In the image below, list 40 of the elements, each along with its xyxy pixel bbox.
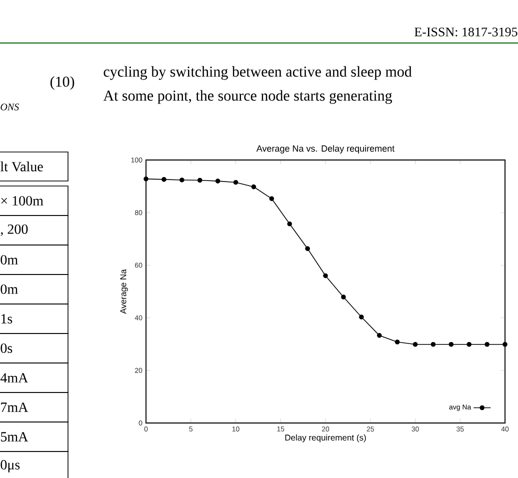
text: 0m bbox=[0, 284, 18, 294]
point bbox=[251, 184, 256, 190]
x-axis-title: Delay requirement (s) bbox=[285, 434, 366, 442]
text: cycling by switching between active and sleep mod bbox=[104, 66, 412, 80]
text: (10) bbox=[50, 76, 74, 90]
point bbox=[215, 178, 220, 184]
text: 1s bbox=[1, 314, 12, 324]
point bbox=[323, 273, 328, 278]
point bbox=[502, 342, 508, 347]
text: 0s bbox=[0, 343, 12, 353]
y-axis-title: Average Na bbox=[120, 269, 128, 314]
text: 0m bbox=[0, 255, 18, 265]
text: At some point, the source node starts generating bbox=[103, 90, 392, 104]
point bbox=[484, 342, 490, 347]
text: 7mA bbox=[1, 402, 28, 412]
point bbox=[180, 178, 184, 182]
point bbox=[162, 177, 166, 182]
text: 5mA bbox=[1, 432, 28, 442]
text: 0μs bbox=[0, 460, 20, 472]
point bbox=[287, 222, 292, 226]
point bbox=[305, 246, 310, 252]
point bbox=[144, 176, 148, 182]
point bbox=[448, 342, 454, 347]
text: 4mA bbox=[0, 373, 28, 382]
point bbox=[394, 340, 400, 344]
text: ONS bbox=[0, 104, 19, 110]
text: lt Value bbox=[0, 162, 43, 172]
point bbox=[430, 342, 436, 347]
point bbox=[412, 342, 418, 347]
point bbox=[233, 180, 238, 185]
text: × 100m bbox=[1, 196, 44, 206]
text: E-ISSN: 1817-3195 bbox=[414, 28, 518, 36]
point bbox=[466, 342, 472, 347]
text: , 200 bbox=[0, 224, 28, 236]
point bbox=[376, 333, 382, 338]
point bbox=[359, 314, 364, 320]
chart-title: Average Na vs. Delay requirement bbox=[256, 145, 395, 154]
point bbox=[341, 294, 346, 300]
point bbox=[197, 178, 202, 183]
point bbox=[269, 196, 274, 202]
